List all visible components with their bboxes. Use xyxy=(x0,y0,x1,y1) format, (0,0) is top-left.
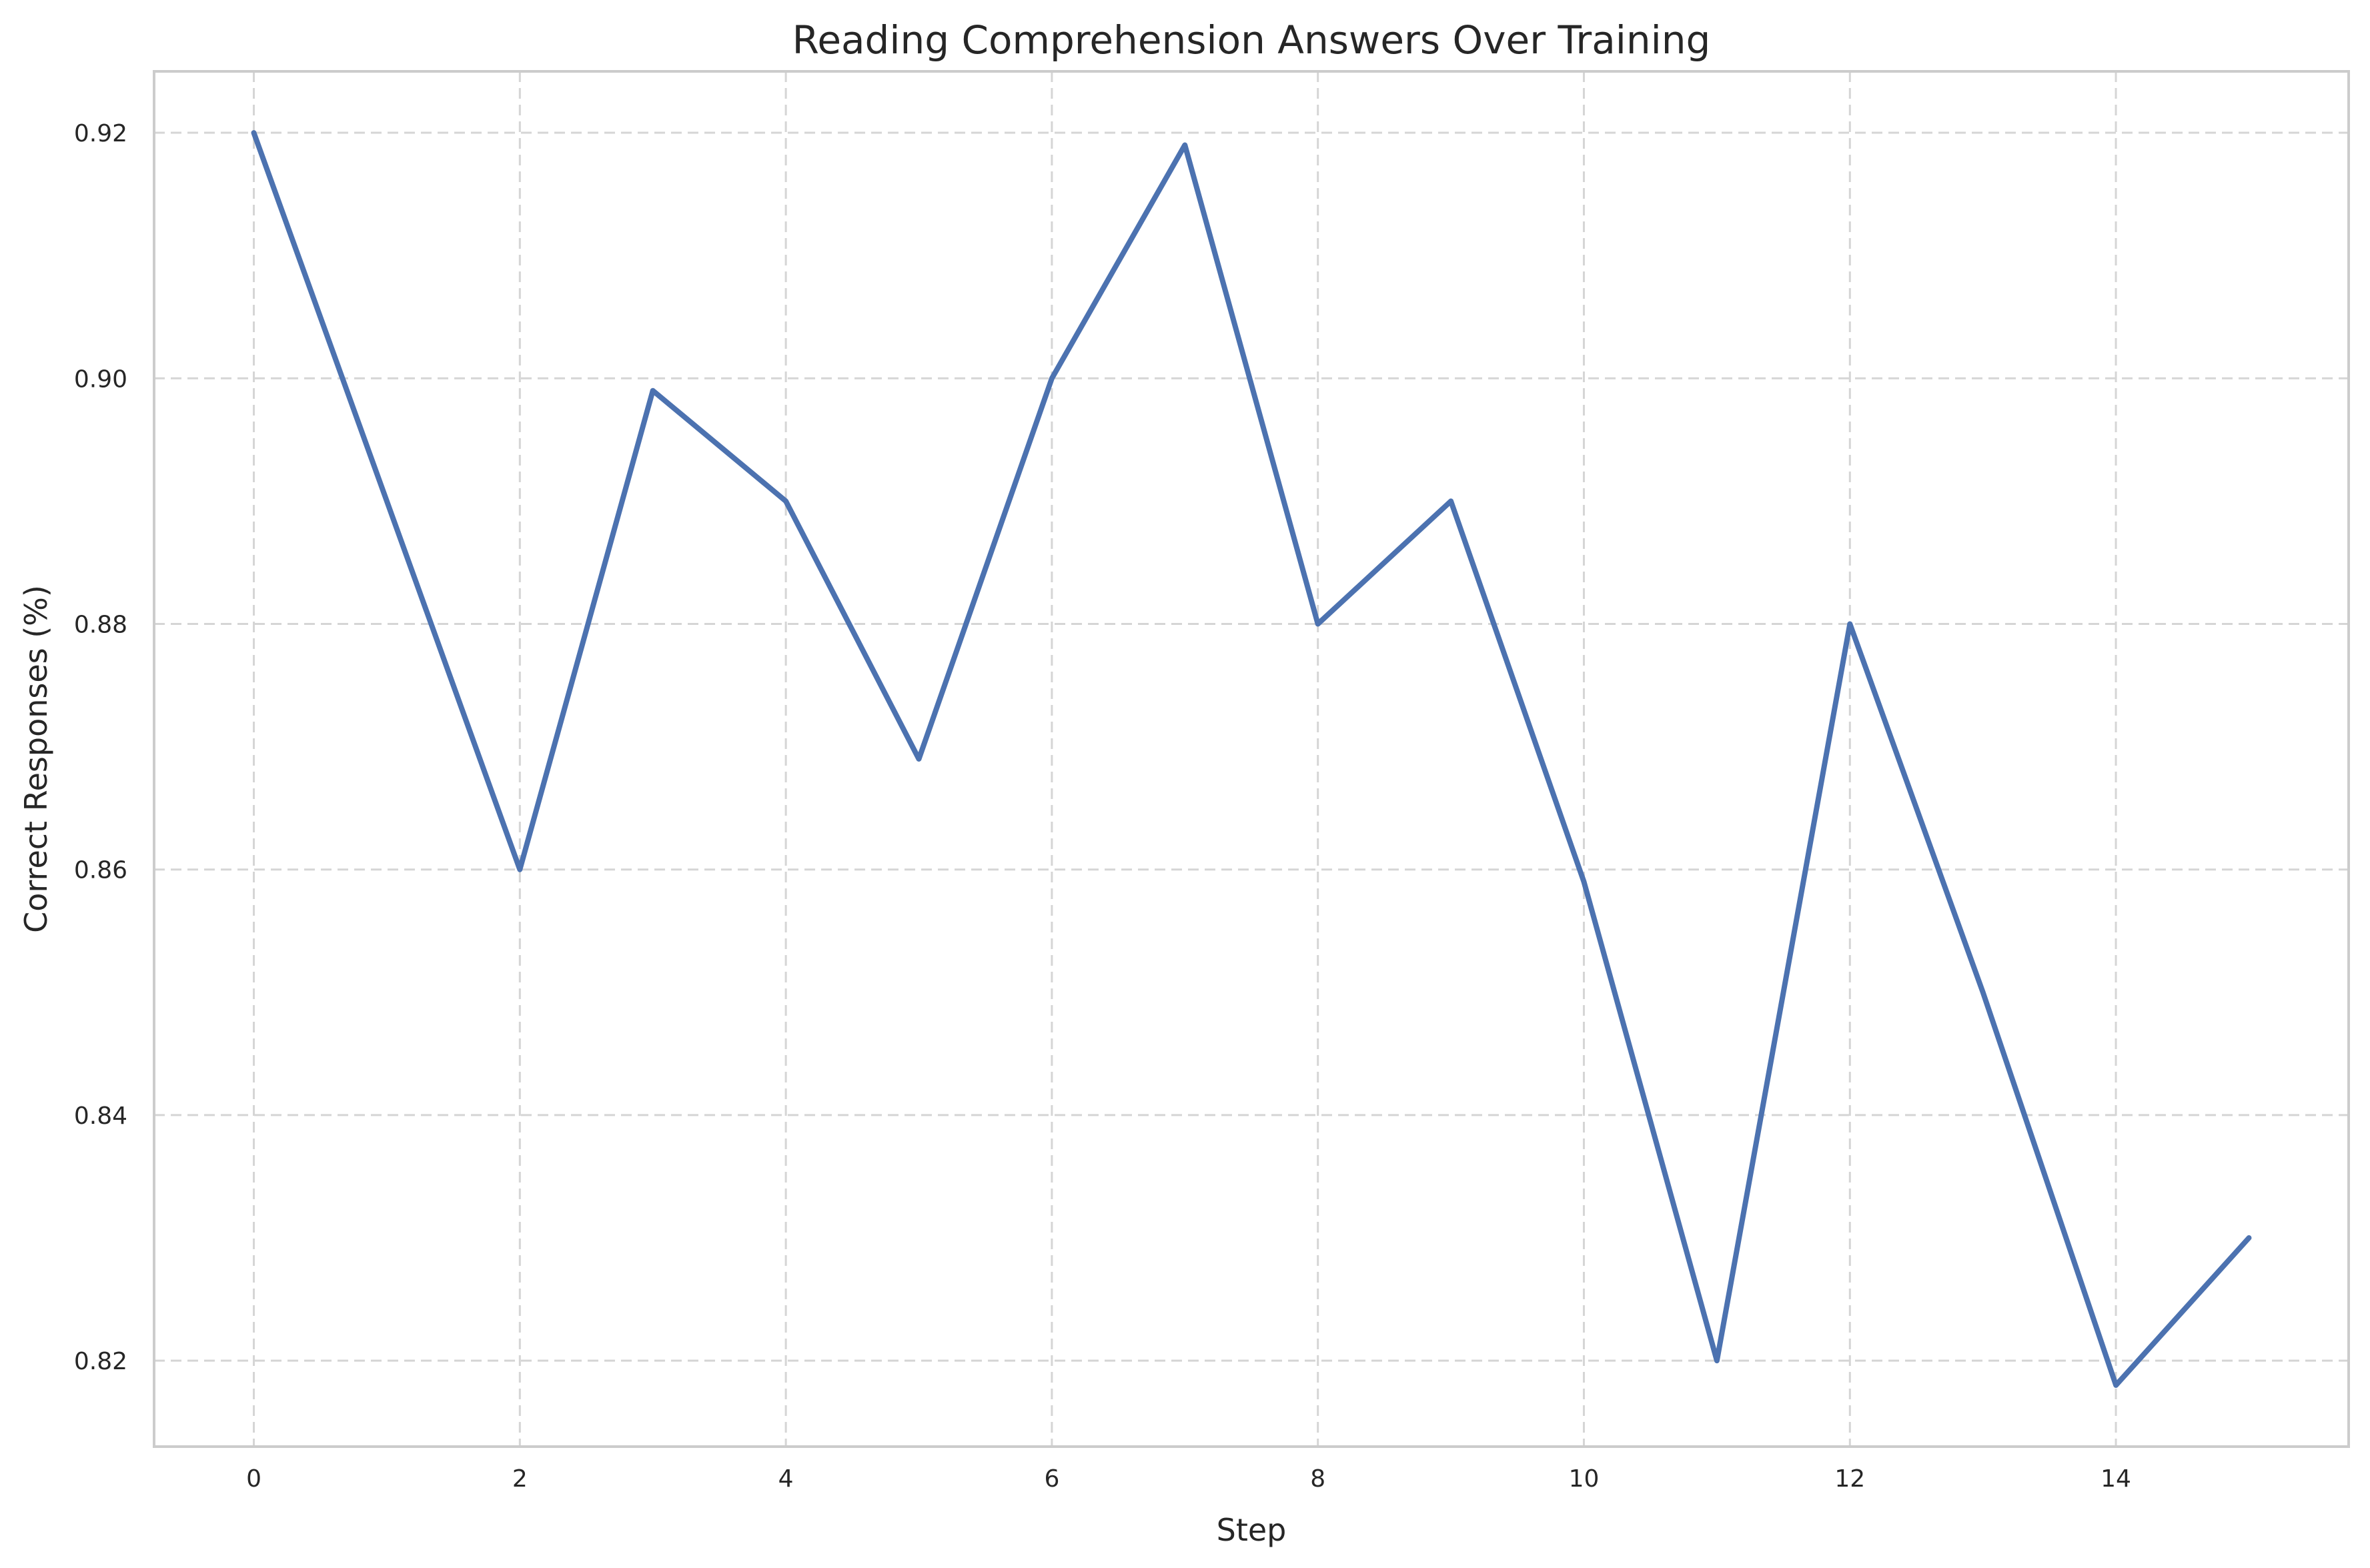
grid-layer xyxy=(154,71,2349,1447)
x-tick-label: 2 xyxy=(512,1465,528,1493)
x-tick-label: 8 xyxy=(1310,1465,1325,1493)
x-tick-label: 10 xyxy=(1569,1465,1600,1493)
y-tick-label: 0.88 xyxy=(74,611,127,638)
plot-frame xyxy=(153,70,2350,1448)
chart-title: Reading Comprehension Answers Over Train… xyxy=(792,17,1711,63)
y-tick-label: 0.82 xyxy=(74,1348,127,1375)
series-line xyxy=(251,130,2252,1388)
y-tick-label: 0.90 xyxy=(74,365,127,393)
x-tick-label: 0 xyxy=(246,1465,261,1493)
y-tick-label: 0.92 xyxy=(74,120,127,147)
x-axis-label: Step xyxy=(1217,1512,1287,1548)
x-tick-label: 12 xyxy=(1834,1465,1865,1493)
tick-layer: 0 2 4 6 8 10 12 14 0.82 0.84 0.86 0.88 0.90 0.92 xyxy=(74,120,2131,1493)
x-tick-label: 6 xyxy=(1044,1465,1059,1493)
y-tick-label: 0.86 xyxy=(74,857,127,884)
y-axis-label: Correct Responses (%) xyxy=(18,585,54,933)
x-tick-label: 14 xyxy=(2101,1465,2131,1493)
series-layer xyxy=(251,130,2252,1388)
x-tick-label: 4 xyxy=(778,1465,794,1493)
y-tick-label: 0.84 xyxy=(74,1102,127,1130)
